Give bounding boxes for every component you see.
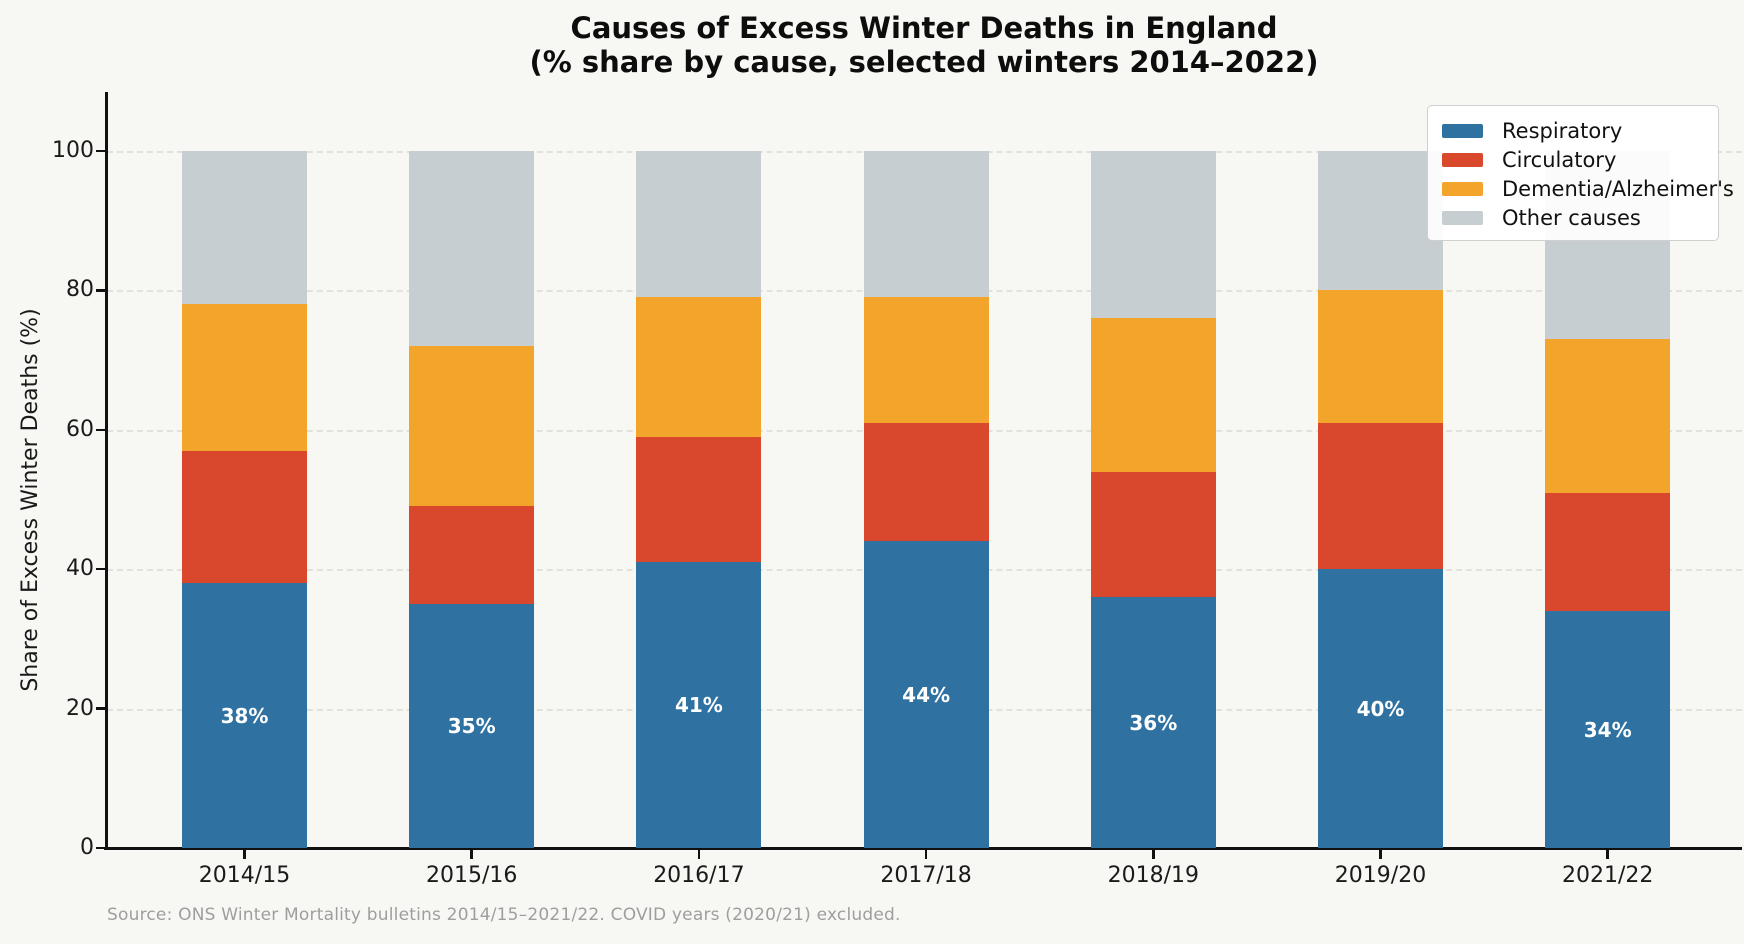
legend-swatch-circulatory	[1442, 152, 1483, 167]
x-tick-mark	[697, 850, 701, 859]
bar-segment-other-causes	[182, 151, 307, 305]
x-tick-mark	[924, 850, 928, 859]
chart-title: Causes of Excess Winter Deaths in Englan…	[570, 11, 1278, 45]
y-tick-label: 100	[52, 138, 94, 163]
x-tick-mark	[1379, 850, 1382, 859]
legend-label: Respiratory	[1502, 118, 1623, 143]
bar-segment-other-causes	[636, 151, 762, 298]
x-tick-label: 2018/19	[1107, 863, 1199, 888]
x-tick-mark	[1606, 850, 1609, 859]
bar-segment-dementia-alzheimer-s	[409, 346, 535, 507]
x-tick-label: 2021/22	[1561, 863, 1654, 888]
bar-segment-respiratory: 44%	[863, 541, 989, 848]
bar-value-label: 35%	[447, 714, 496, 739]
bar-segment-respiratory: 36%	[1090, 597, 1216, 848]
bar-value-label: 40%	[1356, 696, 1405, 721]
bar-segment-circulatory	[1090, 471, 1216, 598]
bar-segment-circulatory	[863, 422, 989, 542]
x-tick-label: 2017/18	[880, 863, 972, 888]
x-tick-label: 2019/20	[1334, 863, 1427, 888]
bar-segment-other-causes	[409, 151, 535, 347]
legend: Respiratory Circulatory Dementia/Alzheimer…	[1427, 105, 1734, 241]
bar-segment-circulatory	[182, 450, 307, 584]
bar-segment-dementia-alzheimer-s	[636, 297, 762, 437]
bar-segment-dementia-alzheimer-s	[863, 297, 989, 423]
bar-segment-circulatory	[1318, 422, 1443, 570]
y-axis-line	[105, 92, 108, 849]
y-tick-mark-0	[96, 846, 107, 850]
x-axis-line	[104, 846, 1742, 850]
x-tick-mark	[243, 850, 246, 859]
bar-segment-dementia-alzheimer-s	[1545, 339, 1671, 493]
bar-segment-other-causes	[863, 151, 989, 298]
bar-value-label: 41%	[674, 693, 723, 718]
y-tick-label: 80	[66, 277, 94, 303]
bar-segment-other-causes	[1318, 151, 1443, 291]
y-tick-mark-100	[96, 149, 107, 153]
bar-value-label: 44%	[902, 682, 951, 707]
bar-segment-dementia-alzheimer-s	[1090, 318, 1216, 472]
x-tick-label: 2015/16	[425, 863, 518, 888]
bar-segment-other-causes	[1090, 151, 1216, 319]
bar-segment-respiratory: 38%	[182, 583, 307, 848]
legend-swatch-respiratory	[1442, 123, 1483, 138]
bar-value-label: 36%	[1129, 710, 1178, 735]
y-tick-mark-60	[96, 428, 107, 432]
chart-subtitle: (% share by cause, selected winters 2014…	[529, 45, 1319, 79]
x-tick-label: 2016/17	[653, 863, 745, 888]
bar-segment-dementia-alzheimer-s	[182, 304, 307, 451]
x-tick-mark	[1152, 850, 1155, 859]
bar-segment-respiratory: 35%	[409, 604, 535, 848]
bar-value-label: 38%	[220, 703, 269, 728]
bar-value-label: 34%	[1583, 717, 1632, 742]
bar-segment-respiratory: 41%	[636, 562, 762, 848]
bar-segment-respiratory: 34%	[1545, 611, 1671, 848]
chart-title-block: Causes of Excess Winter Deaths in Englan…	[106, 11, 1742, 79]
y-tick-label: 20	[66, 695, 94, 721]
legend-label: Other causes	[1502, 205, 1641, 230]
source-note: Source: ONS Winter Mortality bulletins 2…	[107, 905, 901, 925]
y-tick-label: 0	[80, 835, 94, 860]
y-tick-label: 40	[66, 556, 94, 582]
bar-segment-respiratory: 40%	[1318, 569, 1443, 848]
bar-segment-circulatory	[1545, 492, 1671, 611]
bar-segment-circulatory	[409, 506, 535, 605]
y-tick-mark-80	[96, 289, 107, 292]
y-tick-label: 60	[66, 416, 94, 442]
bar-segment-dementia-alzheimer-s	[1318, 290, 1443, 423]
legend-item-circulatory: Circulatory	[1442, 145, 1718, 174]
legend-label: Dementia/Alzheimer's	[1502, 176, 1734, 201]
legend-swatch-dementia-alzheimer-s	[1442, 181, 1483, 196]
y-axis-label: Share of Excess Winter Deaths (%)	[18, 308, 43, 692]
legend-swatch-other-causes	[1442, 210, 1483, 225]
legend-item-dementia-alzheimer-s: Dementia/Alzheimer's	[1442, 174, 1734, 203]
x-tick-label: 2014/15	[198, 863, 291, 888]
y-tick-mark-20	[96, 707, 107, 710]
legend-label: Circulatory	[1502, 147, 1617, 172]
x-tick-mark	[470, 850, 473, 859]
y-tick-mark-40	[96, 567, 107, 571]
bar-segment-circulatory	[636, 436, 762, 563]
legend-item-respiratory: Respiratory	[1442, 116, 1718, 145]
legend-item-other-causes: Other causes	[1442, 203, 1718, 232]
